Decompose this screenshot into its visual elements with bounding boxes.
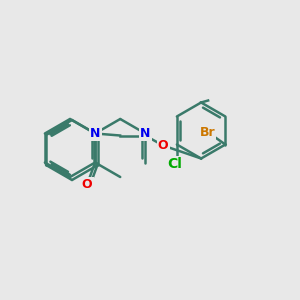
Text: O: O xyxy=(82,178,92,191)
Text: Cl: Cl xyxy=(167,158,182,172)
Text: Br: Br xyxy=(200,126,215,139)
Text: N: N xyxy=(140,127,151,140)
Text: N: N xyxy=(90,127,100,140)
Text: O: O xyxy=(158,139,168,152)
